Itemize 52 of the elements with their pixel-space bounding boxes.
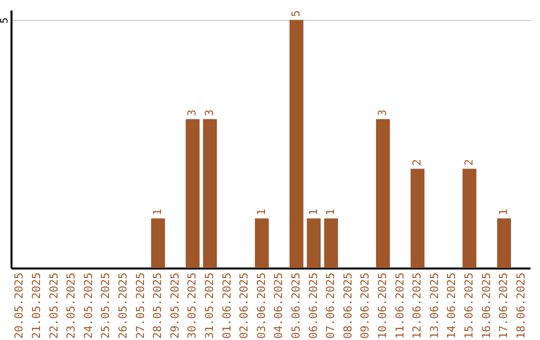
x-tick-label: 01.06.2025 <box>220 272 234 339</box>
bar <box>410 168 424 268</box>
bar <box>254 218 269 268</box>
data-label: 1 <box>306 208 320 216</box>
x-tick-label: 26.05.2025 <box>116 272 130 339</box>
bar <box>497 218 511 268</box>
data-label: 1 <box>151 208 164 216</box>
x-tick-label: 25.05.2025 <box>99 272 112 339</box>
x-tick-label: 09.06.2025 <box>358 272 372 339</box>
x-tick-label: 03.06.2025 <box>254 272 268 339</box>
x-tick-label: 17.06.2025 <box>497 272 510 339</box>
data-label: 3 <box>376 110 389 116</box>
x-tick-label: 10.06.2025 <box>376 272 389 339</box>
x-tick-label: 16.06.2025 <box>480 272 493 339</box>
x-tick-label: 05.06.2025 <box>289 272 302 339</box>
x-tick-label: 21.05.2025 <box>30 272 43 339</box>
bar <box>462 168 476 268</box>
data-label: 1 <box>254 208 268 216</box>
data-label: 3 <box>186 110 199 116</box>
x-tick-label: 18.06.2025 <box>514 272 528 339</box>
x-tick-label: 28.05.2025 <box>151 272 164 339</box>
x-tick-label: 29.05.2025 <box>168 272 182 339</box>
bar <box>306 218 321 268</box>
x-tick-label: 04.06.2025 <box>272 272 286 339</box>
x-tick-label: 22.05.2025 <box>47 272 60 339</box>
x-tick-label: 23.05.2025 <box>64 272 78 339</box>
data-label: 2 <box>410 159 424 166</box>
x-tick-label: 12.06.2025 <box>410 272 424 339</box>
data-label: 1 <box>324 208 338 216</box>
bar <box>324 218 338 268</box>
x-tick-label: 27.05.2025 <box>134 272 147 339</box>
x-tick-label: 02.06.2025 <box>238 272 251 339</box>
x-tick-label: 15.06.2025 <box>462 272 476 339</box>
bar <box>290 20 304 268</box>
bar <box>186 119 200 268</box>
x-tick-label: 24.05.2025 <box>82 272 95 339</box>
x-tick-label: 13.06.2025 <box>428 272 441 339</box>
data-label: 1 <box>497 208 510 216</box>
data-label: 5 <box>289 10 302 17</box>
bar <box>203 119 217 268</box>
x-tick-label: 11.06.2025 <box>393 272 406 339</box>
x-tick-label: 07.06.2025 <box>324 272 338 339</box>
bar <box>151 218 165 268</box>
bar <box>376 119 390 268</box>
data-label: 3 <box>202 110 216 116</box>
data-label: 2 <box>462 159 476 166</box>
x-tick-label: 14.06.2025 <box>445 272 458 339</box>
x-tick-label: 06.06.2025 <box>306 272 320 339</box>
x-tick-label: 30.05.2025 <box>186 272 199 339</box>
x-tick-label: 31.05.2025 <box>202 272 216 339</box>
x-tick-label: 20.05.2025 <box>12 272 26 339</box>
x-tick-label: 08.06.2025 <box>341 272 354 339</box>
